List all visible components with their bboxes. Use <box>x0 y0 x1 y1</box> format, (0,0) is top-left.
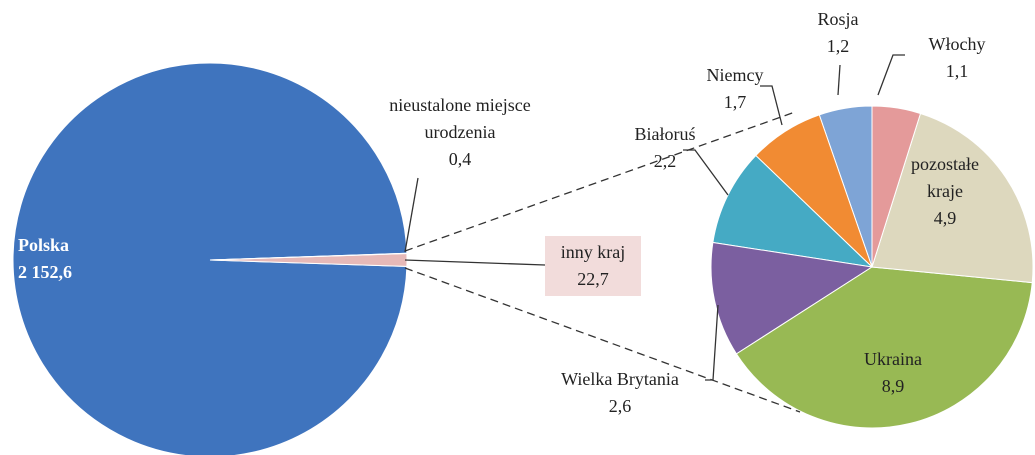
category-label: Wielka Brytania <box>561 369 679 389</box>
leader-line <box>877 54 905 96</box>
category-label: Białoruś <box>634 124 696 144</box>
data-label: inny kraj 22,7 <box>545 236 641 296</box>
value-label: 1,7 <box>723 92 747 112</box>
category-label: pozostałe kraje <box>911 154 979 201</box>
pie-slice <box>871 112 1034 284</box>
pie-slice <box>209 252 408 261</box>
value-label: 22,7 <box>577 269 609 289</box>
leaders <box>404 54 905 413</box>
category-label: nieustalone miejsce urodzenia <box>389 95 531 142</box>
leader-line <box>683 149 729 196</box>
data-label: Ukraina 8,9 <box>843 346 943 400</box>
data-label: pozostałe kraje 4,9 <box>895 151 995 232</box>
pie-slice <box>735 266 1033 429</box>
data-label: nieustalone miejsce urodzenia 0,4 <box>370 92 550 173</box>
category-label: Niemcy <box>706 65 764 85</box>
leader-line <box>404 177 419 253</box>
pie-slice <box>712 154 874 268</box>
value-label: 2,2 <box>653 151 677 171</box>
leader-line <box>760 85 783 126</box>
value-label: 1,1 <box>945 61 969 81</box>
value-label: 0,4 <box>448 149 472 169</box>
category-label: Polska <box>18 235 70 255</box>
leader-line <box>705 304 719 381</box>
data-label: Polska 2 152,6 <box>18 232 118 286</box>
category-label: Włochy <box>928 34 986 54</box>
data-label: Rosja 1,2 <box>798 6 878 60</box>
pie-slice <box>871 105 922 268</box>
value-label: 1,2 <box>826 36 850 56</box>
pie-slice <box>12 62 408 455</box>
leader-line <box>404 259 546 266</box>
data-label: Białoruś 2,2 <box>620 121 710 175</box>
connector <box>404 111 796 252</box>
connector <box>404 267 801 413</box>
leader-line <box>837 64 841 96</box>
data-label: Włochy 1,1 <box>910 31 1004 85</box>
value-label: 2 152,6 <box>18 262 72 282</box>
value-label: 2,6 <box>608 396 632 416</box>
pie-slice <box>710 241 874 355</box>
category-label: Rosja <box>817 9 859 29</box>
data-label: Niemcy 1,7 <box>695 62 775 116</box>
data-label: Wielka Brytania 2,6 <box>525 366 715 420</box>
category-label: inny kraj <box>560 242 626 262</box>
category-label: Ukraina <box>864 349 922 369</box>
value-label: 4,9 <box>933 208 957 228</box>
value-label: 8,9 <box>881 376 905 396</box>
